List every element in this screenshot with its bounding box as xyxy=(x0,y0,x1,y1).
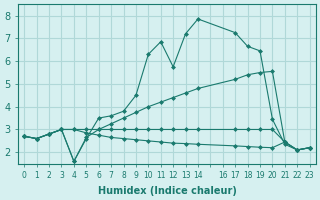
X-axis label: Humidex (Indice chaleur): Humidex (Indice chaleur) xyxy=(98,186,236,196)
